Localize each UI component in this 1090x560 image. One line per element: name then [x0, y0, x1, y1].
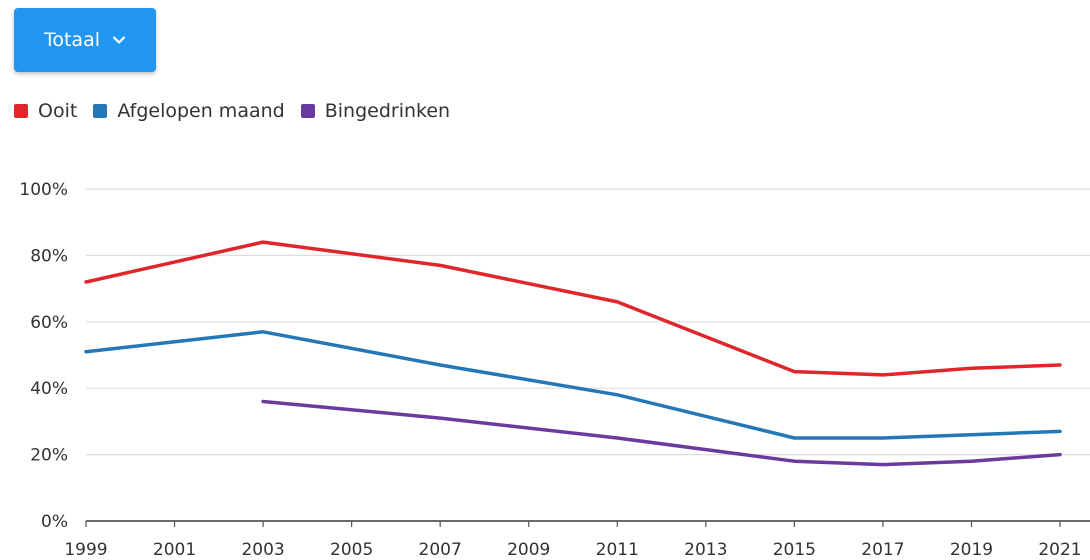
y-tick-label: 20% — [30, 446, 68, 466]
series-line-ooit[interactable] — [84, 240, 1062, 377]
x-tick-label: 2013 — [684, 540, 727, 560]
x-tick-label: 1999 — [64, 540, 107, 560]
y-tick-label: 60% — [30, 313, 68, 333]
y-tick-label: 0% — [41, 512, 68, 532]
filter-dropdown-button[interactable]: Totaal — [14, 8, 156, 72]
legend-item-bingedrinken[interactable]: Bingedrinken — [300, 100, 451, 122]
y-tick-label: 40% — [30, 379, 68, 399]
x-tick-label: 2001 — [153, 540, 196, 560]
legend-item-ooit[interactable]: Ooit — [14, 100, 77, 122]
legend-item-afgelopen-maand[interactable]: Afgelopen maand — [93, 100, 285, 122]
x-tick-label: 2003 — [241, 540, 284, 560]
x-tick-label: 2011 — [596, 540, 639, 560]
legend-swatch — [14, 104, 28, 118]
x-tick-label: 2009 — [507, 540, 550, 560]
x-tick-label: 2015 — [773, 540, 816, 560]
legend-label: Bingedrinken — [324, 100, 451, 122]
x-tick-label: 2021 — [1038, 540, 1081, 560]
legend-label: Ooit — [38, 100, 78, 122]
dropdown-label: Totaal — [43, 29, 101, 51]
legend-swatch — [93, 104, 108, 118]
x-tick-label: 2019 — [950, 540, 993, 560]
legend-swatch — [300, 104, 315, 118]
chevron-down-icon — [112, 36, 126, 44]
x-tick-label: 2007 — [419, 540, 462, 560]
y-tick-label: 80% — [30, 246, 68, 266]
legend-label: Afgelopen maand — [117, 100, 285, 122]
y-tick-label: 100% — [19, 180, 68, 200]
series-line-afgelopen-maand[interactable] — [84, 330, 1062, 440]
x-tick-label: 2005 — [330, 540, 373, 560]
series-line-bingedrinken[interactable] — [261, 399, 1062, 467]
chart-legend: Ooit Afgelopen maand Bingedrinken — [14, 100, 466, 122]
x-tick-label: 2017 — [861, 540, 904, 560]
